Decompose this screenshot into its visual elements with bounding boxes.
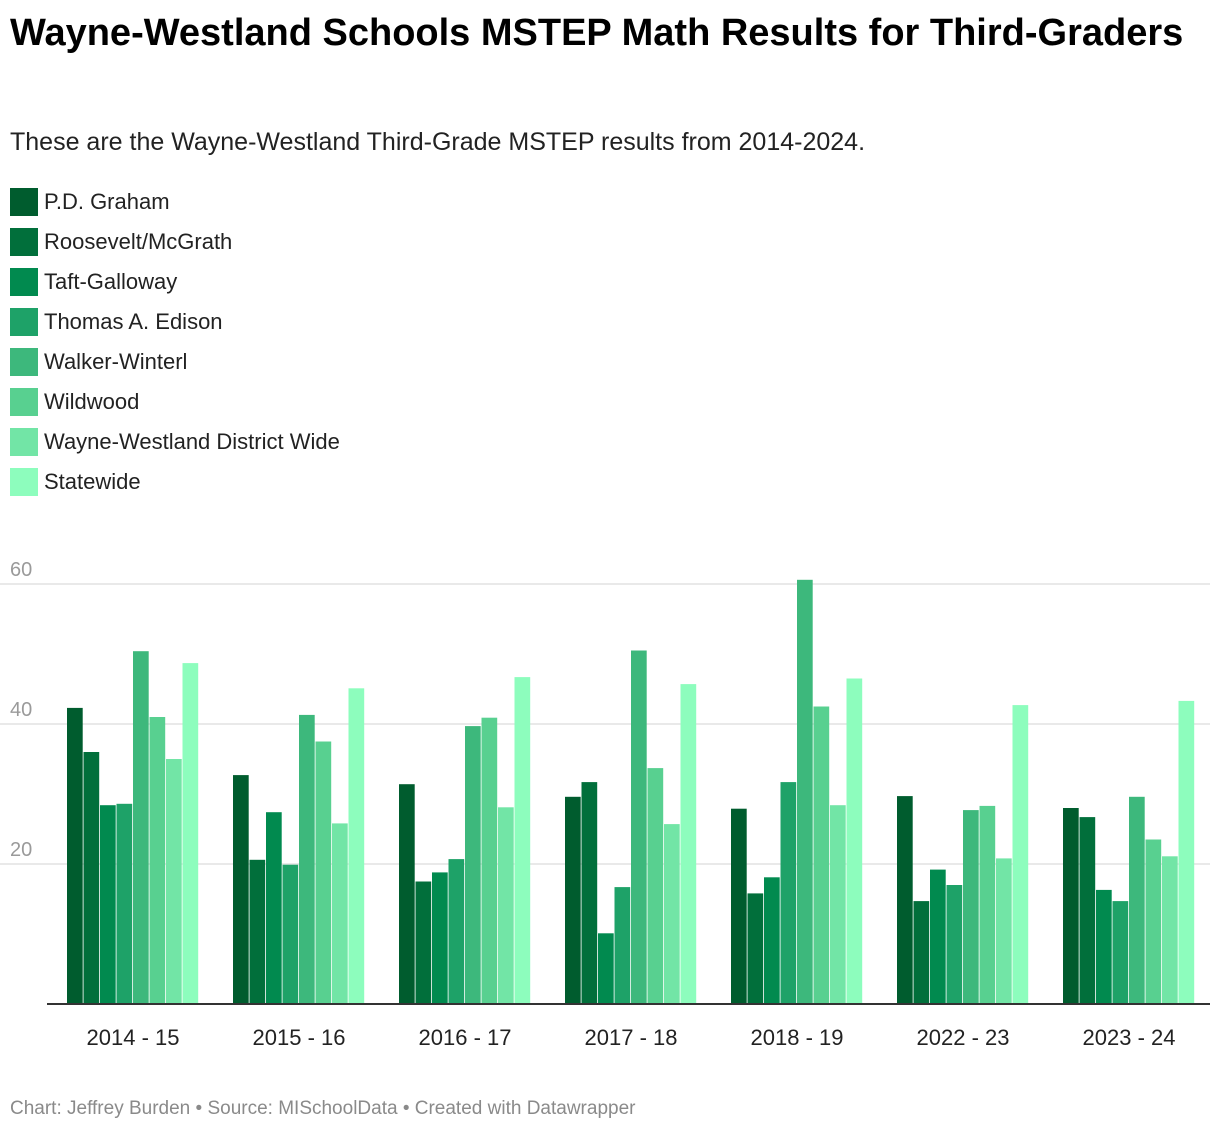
bar [680, 684, 697, 1004]
bar [282, 864, 299, 1004]
bar [946, 885, 963, 1004]
bar [332, 823, 348, 1004]
bar [631, 650, 647, 1004]
x-tick-label: 2017 - 18 [585, 1025, 678, 1050]
bar [963, 810, 979, 1004]
legend-item: Wildwood [10, 382, 340, 422]
bar [979, 805, 996, 1004]
legend-label: Taft-Galloway [44, 269, 178, 294]
legend-item: Statewide [10, 462, 340, 502]
y-tick-label: 60 [10, 559, 32, 581]
legend-item: Walker-Winterl [10, 342, 340, 382]
legend-label: Thomas A. Edison [44, 309, 223, 334]
bar [481, 717, 498, 1004]
bar [747, 893, 764, 1004]
legend-label: P.D. Graham [44, 189, 170, 214]
bar [565, 796, 581, 1004]
legend-item: Wayne-Westland District Wide [10, 422, 340, 462]
x-tick-label: 2014 - 15 [87, 1025, 180, 1050]
bar [1145, 839, 1162, 1004]
bar [1063, 808, 1079, 1004]
bar [1112, 901, 1129, 1004]
legend-label: Roosevelt/McGrath [44, 229, 233, 254]
y-tick-labels: 20 40 60 [10, 559, 32, 861]
x-tick-labels: 2014 - 15 2015 - 16 2016 - 17 2017 - 18 2018… [87, 1025, 1176, 1050]
bar [797, 579, 813, 1004]
bar [731, 808, 747, 1004]
bar [996, 858, 1012, 1004]
bar [399, 784, 415, 1004]
bar [897, 796, 913, 1004]
bar [315, 741, 332, 1004]
bar [266, 812, 282, 1004]
bars [67, 579, 1195, 1004]
bar [133, 651, 149, 1004]
legend-swatch [10, 348, 38, 376]
y-tick-label: 40 [10, 699, 32, 721]
chart-subtitle: These are the Wayne-Westland Third-Grade… [10, 128, 866, 156]
chart-title: Wayne-Westland Schools MSTEP Math Result… [10, 12, 1184, 54]
bar [299, 714, 315, 1004]
bar [830, 805, 846, 1004]
bar [182, 663, 199, 1004]
bar [647, 768, 664, 1004]
bar [1012, 705, 1029, 1004]
bar [780, 782, 797, 1004]
x-tick-label: 2022 - 23 [917, 1025, 1010, 1050]
legend: P.D. Graham Roosevelt/McGrath Taft-Gallowa… [10, 182, 340, 502]
legend-swatch [10, 468, 38, 496]
bar [498, 807, 514, 1004]
bar [249, 859, 266, 1004]
bar [233, 775, 249, 1004]
y-tick-label: 20 [10, 839, 32, 861]
bar [83, 752, 100, 1004]
bar [913, 901, 930, 1004]
bar [1096, 889, 1112, 1004]
bar [116, 803, 133, 1004]
legend-swatch [10, 308, 38, 336]
legend-swatch [10, 428, 38, 456]
bar [67, 707, 83, 1004]
legend-label: Wildwood [44, 389, 140, 414]
bar [598, 933, 614, 1004]
legend-item: Roosevelt/McGrath [10, 222, 340, 262]
legend-swatch [10, 388, 38, 416]
bar [348, 688, 365, 1004]
legend-swatch [10, 268, 38, 296]
bar [166, 759, 182, 1004]
bar [581, 782, 598, 1004]
bar [514, 677, 531, 1004]
legend-item: P.D. Graham [10, 182, 340, 222]
legend-label: Walker-Winterl [44, 349, 188, 374]
legend-swatch [10, 228, 38, 256]
bar [415, 881, 432, 1004]
bar [1162, 856, 1178, 1004]
x-tick-label: 2016 - 17 [419, 1025, 512, 1050]
bar [930, 869, 946, 1004]
legend-label: Statewide [44, 469, 141, 494]
bar [100, 805, 116, 1004]
bar [764, 877, 780, 1004]
bar [432, 872, 448, 1004]
x-tick-label: 2015 - 16 [253, 1025, 346, 1050]
legend-item: Taft-Galloway [10, 262, 340, 302]
bar [813, 706, 830, 1004]
bar [1178, 700, 1195, 1004]
legend-label: Wayne-Westland District Wide [44, 429, 340, 454]
x-tick-label: 2018 - 19 [751, 1025, 844, 1050]
bar [465, 726, 481, 1004]
legend-swatch [10, 188, 38, 216]
x-tick-label: 2023 - 24 [1083, 1025, 1176, 1050]
bar [448, 859, 465, 1004]
bar [664, 824, 680, 1004]
bar [1079, 817, 1096, 1004]
chart-footer: Chart: Jeffrey Burden • Source: MISchool… [10, 1098, 636, 1119]
bar [846, 678, 863, 1004]
legend-item: Thomas A. Edison [10, 302, 340, 342]
bar [614, 887, 631, 1004]
bar [1129, 796, 1145, 1004]
bar [149, 717, 166, 1004]
